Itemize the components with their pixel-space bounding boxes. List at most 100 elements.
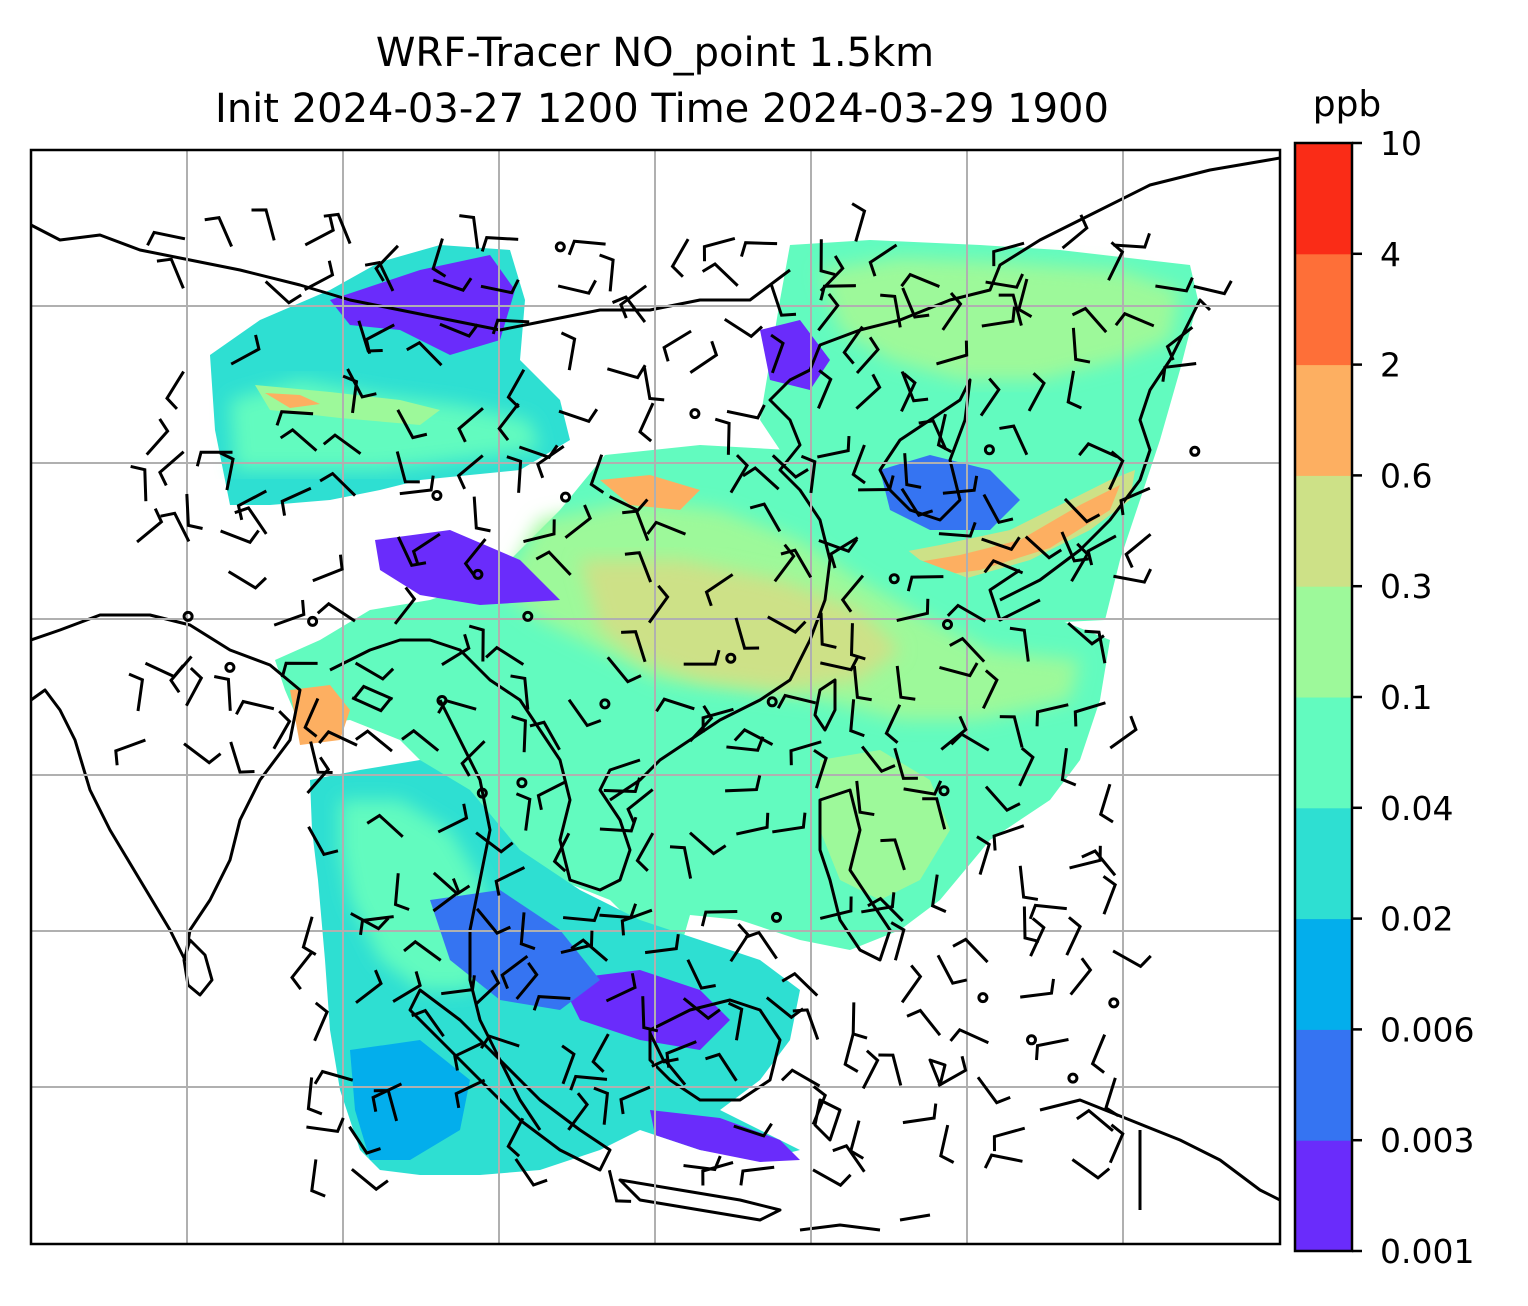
wind-barb [1035,703,1069,727]
wind-barb [406,340,443,367]
wind-barb [359,915,394,936]
wind-barb [729,454,749,494]
colorbar-tick-label: 0.02 [1380,900,1453,939]
wind-barb [942,475,979,495]
wind-barb [981,306,1016,328]
wind-barb [1020,978,1055,999]
wind-barb [457,407,484,443]
colorbar-swatch [1295,253,1352,366]
wind-barb [350,912,390,931]
wind-barb [342,374,359,414]
wind-barb [472,496,491,533]
wind-barb [979,377,1001,417]
calm-wind-marker [1067,1072,1079,1084]
wind-barb [1071,327,1091,364]
wind-barb [515,792,532,831]
wind-barb [532,995,571,1011]
wind-barb [1090,1034,1107,1074]
wind-barb [307,826,339,857]
wind-barb [303,697,320,738]
wind-barb [1108,450,1125,491]
wind-barb [591,1033,610,1073]
wind-barb [355,969,383,1004]
wind-barb [310,1159,326,1198]
wind-barb [1119,486,1151,516]
wind-barb [323,212,352,245]
wind-barb [820,656,860,672]
colorbar-swatch [1295,1029,1352,1141]
wind-barb [893,747,918,780]
wind-barb [683,649,721,666]
wind-barb [819,896,853,920]
wind-barb [558,408,599,424]
wind-barb [567,1092,589,1131]
wind-barb [937,1055,968,1088]
wind-barb [569,1074,608,1091]
wind-barb [599,253,615,292]
wind-barb [535,445,565,479]
colorbar-swatches [1295,143,1352,1252]
wind-barb [704,573,734,607]
wind-barb [396,409,428,440]
wind-barb [348,1125,381,1155]
wind-barb [364,323,395,354]
wind-barb [1061,214,1089,250]
wind-barb [999,424,1029,456]
wind-barb [900,487,934,517]
wind-barb [686,959,716,990]
wind-barb [1113,568,1153,584]
wind-barb [1071,1158,1111,1180]
wind-barb [642,367,665,402]
wind-barb [128,672,145,712]
wind-barb [812,1168,852,1188]
wind-barb [279,428,318,452]
wind-barb [599,816,638,833]
wind-barb [832,1143,866,1173]
wind-barb [813,749,828,789]
wind-barb [290,951,313,990]
wind-barb [811,1085,828,1126]
wind-barb [714,417,731,455]
calm-wind-marker [888,573,900,585]
wind-barb [1009,626,1030,662]
wind-barb [1102,875,1118,915]
wind-barb [1098,783,1114,824]
colorbar-tick-label: 0.6 [1380,456,1432,495]
wind-barb [900,964,923,1004]
wind-barb [1193,280,1233,296]
wind-barb [322,433,362,455]
wind-barb [739,1165,775,1186]
wind-barb [306,1077,323,1116]
wind-barb [734,617,760,650]
wind-barb [619,1085,651,1115]
wind-barb [736,812,770,836]
wind-barb [621,630,647,663]
wind-barb [460,740,486,777]
wind-barb [688,705,714,743]
wind-barb [635,832,655,872]
wind-barb [855,780,875,817]
colorbar-tick-label: 0.006 [1380,1010,1474,1049]
wind-barb [251,208,276,241]
colorbar-tick-label: 0.1 [1380,678,1432,717]
wind-barb [619,284,648,319]
colorbar-swatch [1295,697,1352,809]
wind-barb [312,554,344,583]
wind-barb [861,892,896,914]
wind-barb [235,699,275,716]
wind-barb [491,318,530,335]
wind-barb [497,402,520,442]
wind-barb [922,797,947,830]
wind-barb [519,912,536,951]
wind-barb [867,896,904,923]
wind-barb [1022,906,1040,943]
colorbar-unit-label: ppb [1313,84,1382,125]
wind-barb [861,1049,880,1090]
calm-wind-marker [307,615,319,627]
wind-barb [1112,949,1152,969]
wind-barb [371,1082,403,1112]
coastline-india [31,613,302,962]
wind-barb [819,239,836,277]
wind-barb [740,241,778,257]
wind-barb [204,215,233,248]
